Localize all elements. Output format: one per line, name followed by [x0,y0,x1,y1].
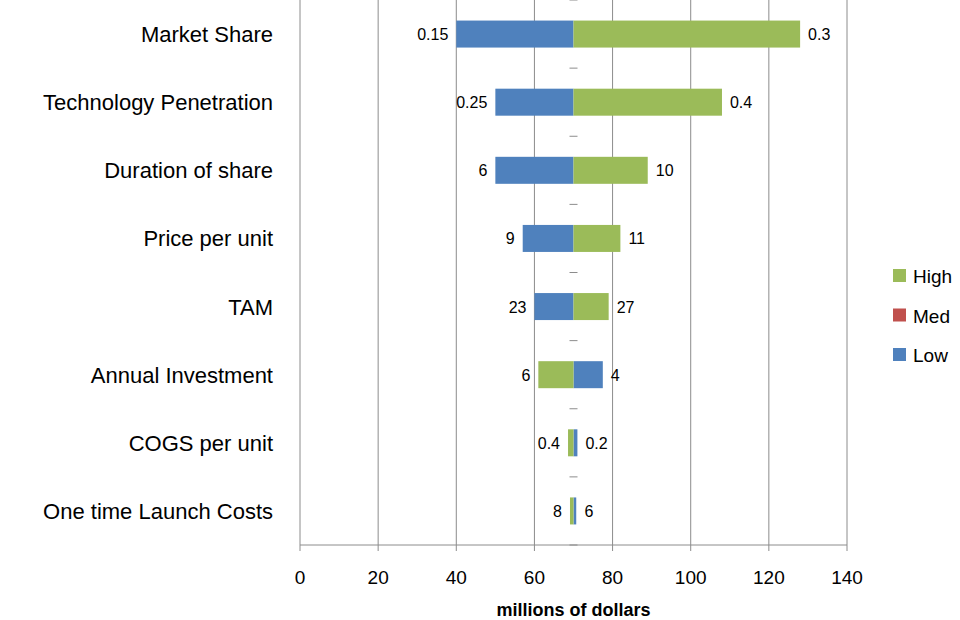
x-axis [300,545,847,546]
bar [574,497,577,524]
tick-label: 40 [446,567,467,588]
data-label: 6 [521,367,530,384]
tick-mark [847,545,848,551]
category-label: One time Launch Costs [43,499,273,524]
category-label: Price per unit [143,226,273,251]
legend-swatch [893,348,906,361]
grid-line [378,0,379,545]
data-label: 4 [611,367,620,384]
grid-line [612,0,613,545]
data-label: 0.25 [456,94,487,111]
tick-label: 100 [675,567,707,588]
category-tick [570,408,578,409]
bars [456,21,800,525]
bar [574,225,621,252]
grid-line [300,0,301,545]
data-label: 27 [617,299,635,316]
bar [574,293,609,320]
data-label: 0.15 [417,26,448,43]
bar [534,293,573,320]
tick-mark [456,545,457,551]
category-tick [570,545,578,546]
legend-swatch [893,269,906,282]
tick-label: 140 [831,567,863,588]
legend-label: High [913,266,952,287]
tick-label: 0 [295,567,306,588]
data-label: 0.3 [808,26,830,43]
legend-label: Low [913,345,948,366]
tick-mark [690,545,691,551]
grid-line [534,0,535,545]
legend-swatch [893,309,906,322]
category-label: TAM [228,295,273,320]
data-label: 9 [506,230,515,247]
bar [574,21,801,48]
category-tick [570,272,578,273]
data-label: 23 [509,299,527,316]
bar [495,89,573,116]
bar [568,429,573,456]
tick-mark [612,545,613,551]
tick-mark [300,545,301,551]
grid-line [690,0,691,545]
bar [523,225,574,252]
category-label: COGS per unit [129,431,273,456]
data-label: 0.4 [538,435,560,452]
bar [574,361,603,388]
data-label: 6 [478,162,487,179]
tick-label: 120 [753,567,785,588]
category-tick [570,340,578,341]
category-label: Market Share [141,22,273,47]
category-tick [570,0,578,1]
category-tick [570,204,578,205]
tick-label: 80 [602,567,623,588]
bar [574,157,648,184]
category-label: Technology Penetration [43,90,273,115]
data-label: 10 [656,162,674,179]
legend-label: Med [913,306,950,327]
category-tick [570,476,578,477]
bar [574,89,722,116]
tick-label: 60 [524,567,545,588]
category-tick [570,136,578,137]
tick-label: 20 [368,567,389,588]
category-label: Duration of share [104,158,273,183]
chart: 0 20 40 60 80 100 120 140 millions of dollars Mar… [0,0,960,620]
bar [456,21,573,48]
bar [574,429,578,456]
axis-label: millions of dollars [496,600,650,620]
data-label: 11 [628,230,645,247]
bar [570,497,574,524]
data-label: 0.2 [585,435,607,452]
bar [495,157,573,184]
tick-mark [378,545,379,551]
category-tick [570,68,578,69]
bar [538,361,573,388]
tick-mark [534,545,535,551]
grid-line [847,0,848,545]
tick-mark [768,545,769,551]
grid-line [456,0,457,545]
category-label: Annual Investment [91,363,273,388]
data-label: 6 [585,503,594,520]
data-label: 8 [553,503,562,520]
legend: High Med Low [893,266,952,366]
grid-line [768,0,769,545]
data-labels: 0.15 0.25 6 9 23 4 0.2 6 0.3 0.4 10 11 27 6 0.4 8 [417,26,830,520]
data-label: 0.4 [730,94,752,111]
